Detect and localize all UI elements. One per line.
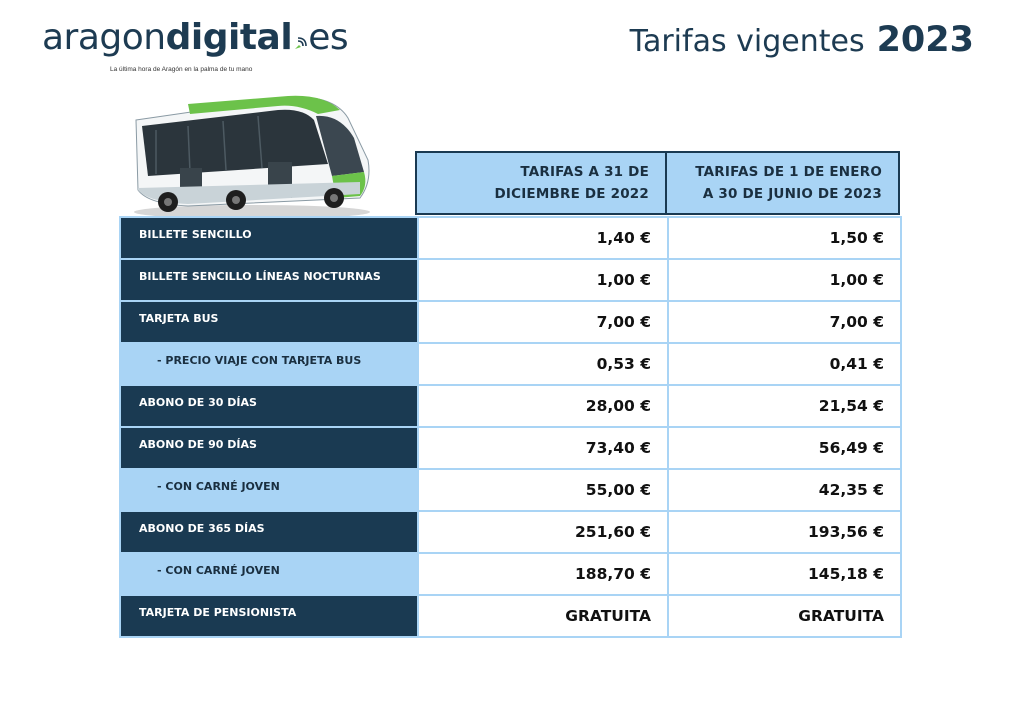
logo-tld: es — [308, 17, 349, 58]
price-2022: 1,00 € — [417, 258, 669, 302]
price-2023: 42,35 € — [667, 468, 902, 512]
price-2022: 7,00 € — [417, 300, 669, 344]
row-label: - PRECIO VIAJE CON TARJETA BUS — [119, 342, 419, 386]
row-label: TARJETA DE PENSIONISTA — [119, 594, 419, 638]
title-year: 2023 — [876, 20, 974, 60]
wifi-dot-icon — [295, 37, 307, 49]
row-label: - CON CARNÉ JOVEN — [119, 552, 419, 596]
price-2022: 73,40 € — [417, 426, 669, 470]
logo-text-bold: digital — [165, 17, 293, 58]
price-2023: 193,56 € — [667, 510, 902, 554]
table-row: TARJETA BUS 7,00 €7,00 € — [119, 300, 902, 344]
price-2023: 1,00 € — [667, 258, 902, 302]
row-label: ABONO DE 90 DÍAS — [119, 426, 419, 470]
price-2022: 188,70 € — [417, 552, 669, 596]
table-row: ABONO DE 365 DÍAS 251,60 €193,56 € — [119, 510, 902, 554]
header-2022-text: TARIFAS A 31 DE DICIEMBRE DE 2022 — [494, 164, 649, 202]
table-row: TARJETA DE PENSIONISTA GRATUITA GRATUITA — [119, 594, 902, 638]
page-title: Tarifas vigentes 2023 — [630, 20, 974, 60]
row-label: ABONO DE 30 DÍAS — [119, 384, 419, 428]
price-2022: 0,53 € — [417, 342, 669, 386]
price-2023: 7,00 € — [667, 300, 902, 344]
price-2023: 145,18 € — [667, 552, 902, 596]
table-row: BILLETE SENCILLO 1,40 €1,50 € — [119, 216, 902, 260]
table-row: ABONO DE 30 DÍAS 28,00 €21,54 € — [119, 384, 902, 428]
table-row: BILLETE SENCILLO LÍNEAS NOCTURNAS 1,00 €1… — [119, 258, 902, 302]
price-2022: 1,40 € — [417, 216, 669, 260]
price-2022: 251,60 € — [417, 510, 669, 554]
logo-text-light: aragon — [42, 17, 166, 58]
table-row: ABONO DE 90 DÍAS 73,40 €56,49 € — [119, 426, 902, 470]
price-2022: 55,00 € — [417, 468, 669, 512]
aragondigital-logo[interactable]: aragondigital es La última hora de Aragón… — [42, 17, 349, 74]
price-2023: 56,49 € — [667, 426, 902, 470]
logo-tagline: La última hora de Aragón en la palma de … — [110, 66, 253, 73]
header-2023-text: TARIFAS DE 1 DE ENERO A 30 DE JUNIO DE 2… — [695, 164, 882, 202]
row-label: TARJETA BUS — [119, 300, 419, 344]
price-2023: 21,54 € — [667, 384, 902, 428]
price-2023: 0,41 € — [667, 342, 902, 386]
bus-image — [134, 95, 370, 219]
title-text: Tarifas vigentes — [629, 24, 865, 59]
row-label: BILLETE SENCILLO LÍNEAS NOCTURNAS — [119, 258, 419, 302]
header-2023: TARIFAS DE 1 DE ENERO A 30 DE JUNIO DE 2… — [665, 151, 900, 215]
price-2023: GRATUITA — [667, 594, 902, 638]
price-2023: 1,50 € — [667, 216, 902, 260]
price-2022: 28,00 € — [417, 384, 669, 428]
tariffs-table: BILLETE SENCILLO 1,40 €1,50 € BILLETE SENC… — [119, 216, 902, 638]
logo-wordmark: aragondigital es — [42, 17, 349, 58]
table-row: - PRECIO VIAJE CON TARJETA BUS 0,53 €0,41… — [119, 342, 902, 386]
table-row: - CON CARNÉ JOVEN 55,00 €42,35 € — [119, 468, 902, 512]
row-label: ABONO DE 365 DÍAS — [119, 510, 419, 554]
header-2022: TARIFAS A 31 DE DICIEMBRE DE 2022 — [415, 151, 667, 215]
table-row: - CON CARNÉ JOVEN 188,70 €145,18 € — [119, 552, 902, 596]
price-2022: GRATUITA — [417, 594, 669, 638]
row-label: BILLETE SENCILLO — [119, 216, 419, 260]
row-label: - CON CARNÉ JOVEN — [119, 468, 419, 512]
